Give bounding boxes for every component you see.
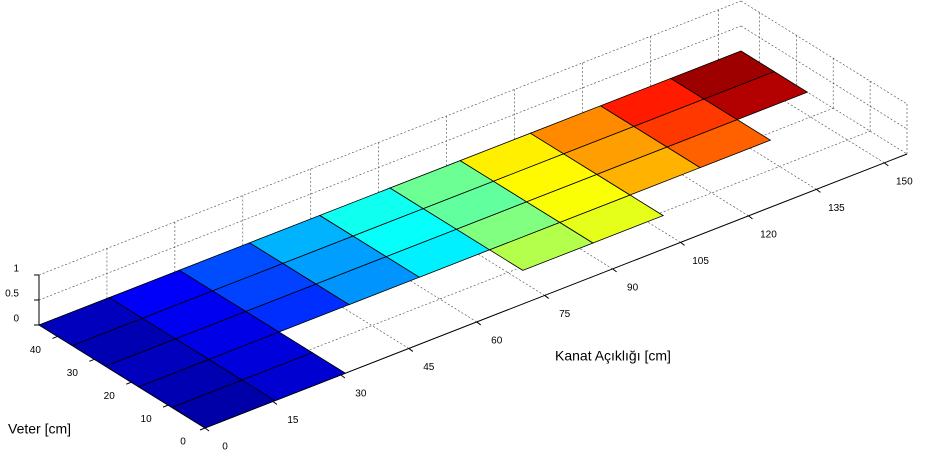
y-axis-label: Veter [cm] xyxy=(8,421,71,437)
x-tick-label: 15 xyxy=(287,415,299,426)
grid-line xyxy=(38,25,742,301)
tick-mark xyxy=(204,427,210,432)
tick-mark xyxy=(816,188,821,193)
y-tick-label: 0 xyxy=(180,437,186,448)
z-tick-label: 0.5 xyxy=(5,289,19,300)
tick-mark xyxy=(89,358,95,362)
y-tick-label: 40 xyxy=(30,345,42,356)
grid-line xyxy=(740,0,908,105)
tick-mark xyxy=(680,241,685,246)
grid-line xyxy=(718,59,885,164)
grid-line xyxy=(740,25,908,130)
x-tick-label: 75 xyxy=(559,309,571,320)
tick-mark xyxy=(748,215,753,220)
tick-mark xyxy=(162,404,169,408)
tick-mark xyxy=(884,162,889,167)
surface-patch xyxy=(669,50,776,100)
x-tick-label: 150 xyxy=(896,176,913,187)
tick-mark xyxy=(126,381,132,385)
x-tick-label: 135 xyxy=(828,203,845,214)
y-tick-label: 20 xyxy=(104,391,116,402)
tick-mark xyxy=(272,401,278,405)
y-tick-label: 30 xyxy=(67,368,79,379)
z-tick-label: 0 xyxy=(13,314,19,325)
tick-mark xyxy=(476,321,482,326)
z-tick-label: 1 xyxy=(13,264,19,275)
grid-line xyxy=(38,0,742,276)
x-tick-label: 120 xyxy=(760,230,777,241)
x-axis-label: Kanat Açıklığı [cm] xyxy=(555,348,671,364)
tick-mark xyxy=(52,335,58,339)
x-tick-label: 45 xyxy=(423,362,435,373)
x-tick-label: 60 xyxy=(491,336,503,347)
x-tick-label: 30 xyxy=(355,389,367,400)
tick-mark xyxy=(612,268,617,273)
y-tick-label: 10 xyxy=(141,414,153,425)
tick-mark xyxy=(544,295,549,299)
x-tick-label: 90 xyxy=(627,283,639,294)
x-tick-label: 105 xyxy=(692,256,709,267)
tick-mark xyxy=(340,374,346,379)
tick-mark xyxy=(408,348,414,352)
tick-mark xyxy=(199,427,206,431)
x-tick-label: 0 xyxy=(222,442,228,453)
